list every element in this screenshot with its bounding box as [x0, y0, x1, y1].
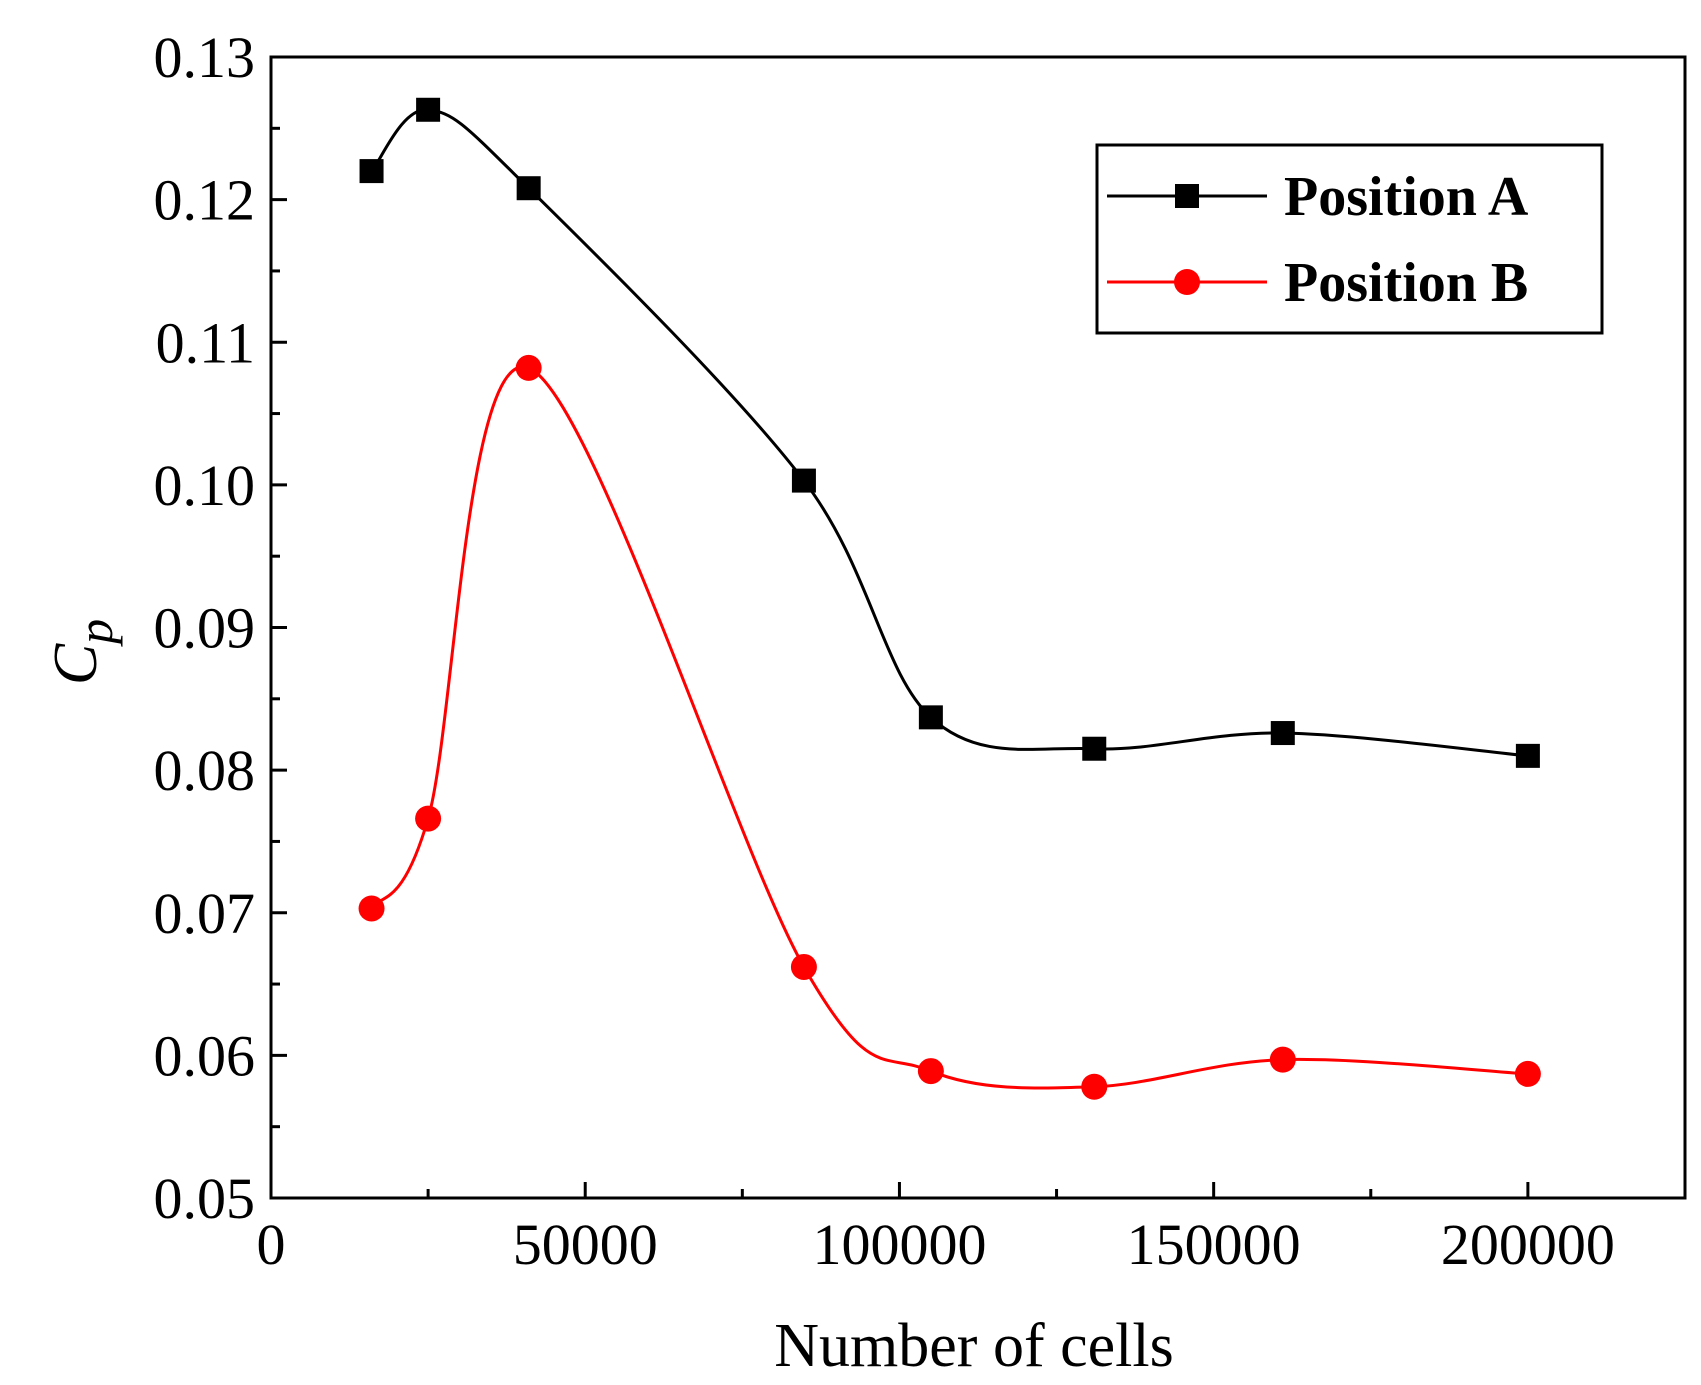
y-tick-label: 0.05	[154, 1166, 256, 1231]
data-point-position-b	[415, 805, 442, 832]
y-tick-label: 0.07	[154, 881, 256, 946]
data-point-position-a	[359, 159, 384, 184]
legend: Position A Position B	[1095, 143, 1604, 335]
data-point-position-a	[1082, 736, 1107, 761]
y-tick-label: 0.13	[154, 25, 256, 90]
data-point-position-b	[358, 895, 385, 922]
x-tick-label: 150000	[1127, 1212, 1301, 1277]
data-point-position-a	[416, 97, 441, 122]
plot-frame	[269, 55, 1687, 1200]
y-tick-label: 0.10	[154, 453, 256, 518]
x-tick-label: 50000	[513, 1212, 658, 1277]
legend-marker-position-a	[1175, 184, 1199, 208]
data-point-position-a	[791, 468, 816, 493]
y-tick-label: 0.12	[154, 168, 256, 233]
svg-text:Cp: Cp	[42, 619, 123, 685]
y-axis-title-group: Cp	[42, 619, 123, 685]
data-point-position-b	[1269, 1046, 1296, 1073]
data-point-position-b	[1514, 1060, 1541, 1087]
data-point-position-b	[1081, 1073, 1108, 1100]
series-layer	[358, 97, 1541, 1100]
y-tick-label: 0.09	[154, 596, 256, 661]
labels-layer: Number of cells Cp 0 50000 100000 150000 200…	[42, 25, 1615, 1380]
y-axis-title: C	[42, 643, 110, 685]
series-position-b	[358, 354, 1541, 1100]
y-axis-title-subscript: p	[67, 619, 123, 647]
y-tick-label: 0.11	[156, 310, 255, 375]
x-tick-label: 200000	[1441, 1212, 1615, 1277]
x-axis-title: Number of cells	[774, 1312, 1173, 1380]
data-point-position-b	[515, 354, 542, 381]
y-tick-label: 0.06	[154, 1023, 256, 1088]
y-tick-label: 0.08	[154, 738, 256, 803]
x-tick-label: 0	[257, 1212, 286, 1277]
data-point-position-b	[917, 1058, 944, 1085]
legend-box	[1095, 143, 1604, 335]
data-point-position-b	[790, 953, 817, 980]
data-point-position-a	[1515, 743, 1540, 768]
data-point-position-a	[918, 705, 943, 730]
legend-label-position-b: Position B	[1284, 252, 1528, 314]
series-position-a	[359, 97, 1540, 768]
data-point-position-a	[1270, 721, 1295, 746]
data-point-position-a	[516, 176, 541, 201]
legend-label-position-a: Position A	[1284, 166, 1529, 228]
legend-marker-position-b	[1174, 269, 1200, 295]
x-tick-label: 100000	[812, 1212, 986, 1277]
